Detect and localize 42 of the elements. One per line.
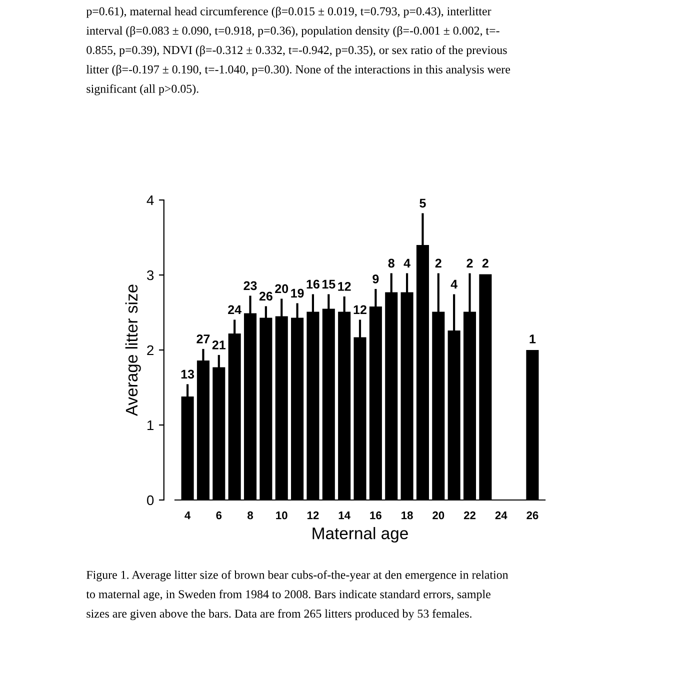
annotation: 23 <box>244 281 257 290</box>
x-tick-label: 12 <box>307 511 319 520</box>
x-tick-label: 6 <box>216 511 222 520</box>
x-tick-label: 10 <box>276 511 288 520</box>
annotation: 1 <box>530 334 536 344</box>
y-tick-label: 2 <box>147 345 154 356</box>
annotation: 12 <box>338 282 351 291</box>
x-axis-title: Maternal age <box>312 527 408 543</box>
y-tick-label: 3 <box>146 270 154 280</box>
annotation: 2 <box>435 258 442 268</box>
y-axis-title: Average litter size <box>125 284 141 416</box>
y-tick-label: 1 <box>148 420 154 430</box>
annotation: 20 <box>275 284 288 294</box>
annotation: 24 <box>228 305 242 314</box>
annotation: 27 <box>196 334 210 344</box>
annotation: 15 <box>322 280 336 289</box>
annotation: 13 <box>181 370 194 379</box>
annotation: 16 <box>306 280 320 289</box>
annotation: 2 <box>466 258 473 268</box>
x-tick-label: 26 <box>526 511 538 520</box>
annotation: 4 <box>404 258 410 268</box>
x-tick-label: 8 <box>248 511 254 520</box>
x-tick-label: 22 <box>464 511 476 520</box>
annotation: 19 <box>291 288 304 298</box>
x-tick-label: 16 <box>370 511 382 520</box>
annotation: 4 <box>450 280 458 288</box>
annotation: 8 <box>388 258 394 268</box>
annotation: 2 <box>482 258 488 268</box>
y-tick-label: 4 <box>146 195 154 206</box>
caption: Figure 1. Average litter size of brown bear cubs-of-the-year at den emergence in relation to maternal age, in Sweden from 1984 to 2008. Bars indicate standard errors, sample sizes are given above the bars. Data are from 265 litters produced by 53 females. <box>86 570 508 620</box>
annotation: 21 <box>212 340 226 350</box>
annotation: 12 <box>354 305 366 314</box>
annotation: 26 <box>259 292 272 301</box>
x-tick-label: 14 <box>338 512 350 520</box>
annotation: 5 <box>420 198 426 208</box>
y-tick-label: 0 <box>146 495 154 506</box>
text: p=0.61), maternal head circumference (β=0.015 ± 0.019, t=0.793, p=0.43), interlitter interval (β=0.083 ± 0.090, t=0.918, p=0.36), population density (β=-0.001 ± 0.002, t=- 0.855, p=0.39), NDVI (β=-0.312 ± 0.332, t=-0.942, p=0.35), or sex ratio of the previous litter (β=-0.197 ± 0.190, t=-1.040, p=0.30). None of the interactions in this analysis were significant (all p>0.05). <box>86 6 510 96</box>
x-tick-label: 24 <box>495 511 508 520</box>
x-tick-label: 20 <box>432 511 444 520</box>
annotation: 9 <box>372 274 379 284</box>
x-tick-label: 18 <box>402 511 413 520</box>
x-tick-label: 4 <box>184 512 191 520</box>
